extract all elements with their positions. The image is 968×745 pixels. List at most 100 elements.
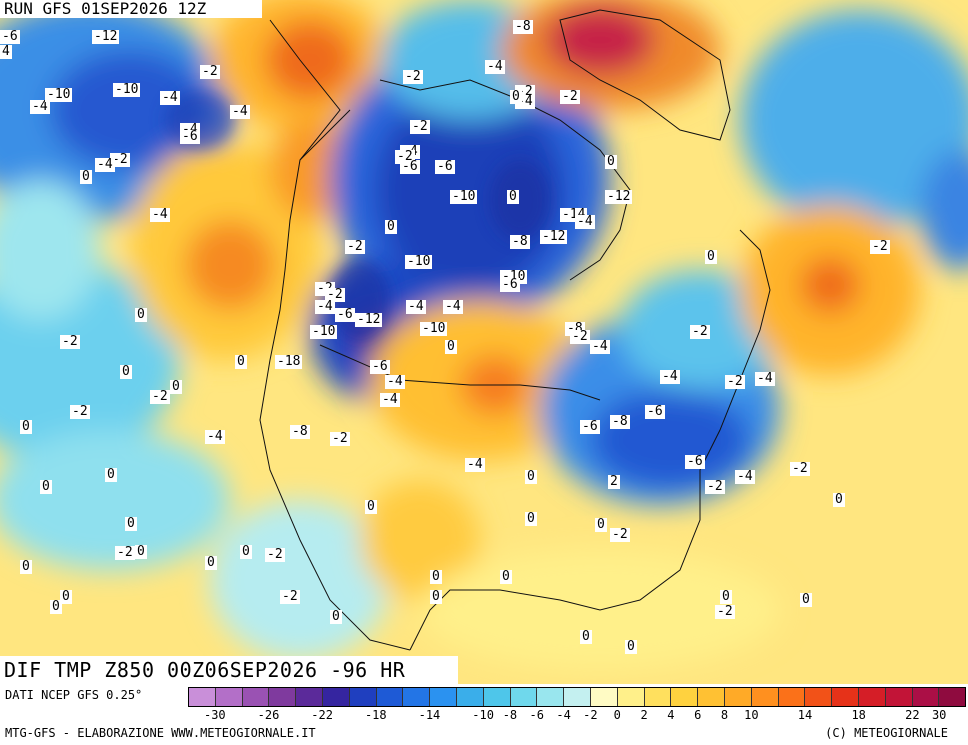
color-scale-tick: 8: [720, 708, 729, 722]
color-scale-tick: -22: [311, 708, 333, 722]
contour-label: -2: [560, 89, 580, 104]
color-scale-cell: [483, 688, 511, 706]
color-scale-tick: 22: [905, 708, 920, 722]
color-scale-cell: [189, 688, 216, 706]
contour-label: -6: [335, 307, 355, 322]
color-scale-cell: [644, 688, 672, 706]
color-scale-tick: 4: [667, 708, 675, 722]
contour-label: -2: [280, 589, 300, 604]
contour-label: 0: [135, 307, 147, 322]
color-scale-ticks: -30 -26 -22 -18 -14 -10 -8 -6 -4 -2 0 2 4 6 8 10 14 18 22 3…: [188, 708, 966, 724]
color-scale-cell: [296, 688, 323, 706]
color-scale-cell: [885, 688, 913, 706]
contour-label: 0: [800, 592, 812, 607]
contour-label: -2: [790, 461, 810, 476]
contour-label: -6: [645, 404, 665, 419]
temperature-anomaly-map: [0, 0, 968, 684]
contour-label: 0: [330, 609, 342, 624]
contour-label: -2: [265, 547, 285, 562]
contour-label: -2: [705, 479, 725, 494]
color-scale-cell: [617, 688, 645, 706]
color-scale-tick: -26: [257, 708, 280, 722]
color-scale-tick: -6: [529, 708, 544, 722]
contour-label: -12: [605, 189, 633, 204]
contour-label: 0: [625, 639, 637, 654]
contour-label: -10: [420, 321, 448, 336]
contour-label: 0: [580, 629, 592, 644]
color-scale-tick: -18: [364, 708, 387, 722]
footer: DATI NCEP GFS 0.25° -30 -26 -22 -18 -14 -10 -8…: [0, 684, 968, 745]
color-scale-tick: 30: [931, 708, 947, 722]
contour-label: 0: [170, 379, 182, 394]
contour-label: -12: [540, 229, 568, 244]
contour-label: -12: [92, 29, 120, 44]
color-scale-cell: [349, 688, 377, 706]
contour-label: 0: [525, 511, 537, 526]
contour-label: 0: [720, 589, 732, 604]
contour-label: -6: [435, 159, 455, 174]
color-scale-tick: -14: [418, 708, 441, 722]
color-scale-cell: [537, 688, 565, 706]
contour-label: 0: [365, 499, 377, 514]
contour-label: 0: [430, 569, 442, 584]
contour-label: -10: [450, 189, 478, 204]
credits-text: MTG-GFS - ELABORAZIONE WWW.METEOGIORNALE…: [5, 726, 316, 740]
run-title: RUN GFS 01SEP2026 12Z: [0, 0, 262, 18]
contour-label: 0: [510, 89, 522, 104]
contour-label: -8: [510, 234, 530, 249]
color-scale-tick: 6: [694, 708, 702, 722]
contour-label: -4: [735, 469, 755, 484]
contour-label: -2: [60, 334, 80, 349]
color-scale-cell: [242, 688, 270, 706]
contour-label: 0: [430, 589, 442, 604]
contour-label: -12: [355, 312, 383, 327]
contour-label: -10: [310, 324, 338, 339]
contour-label: -4: [95, 157, 115, 172]
color-scale-tick: 2: [640, 708, 648, 722]
map-canvas: [0, 0, 968, 684]
contour-label: -2: [690, 324, 710, 339]
contour-label: -10: [45, 87, 73, 102]
color-scale-cell: [912, 688, 940, 706]
contour-label: -10: [405, 254, 433, 269]
color-scale-cell: [403, 688, 431, 706]
contour-label: -10: [113, 82, 141, 97]
contour-label: -6: [180, 129, 200, 144]
contour-label: -4: [755, 371, 775, 386]
color-scale-cell: [215, 688, 243, 706]
contour-label: -18: [275, 354, 303, 369]
contour-label: -4: [230, 104, 250, 119]
contour-label: 0: [833, 492, 845, 507]
contour-label: 0: [235, 354, 247, 369]
contour-label: -4: [385, 374, 405, 389]
contour-label: 0: [40, 479, 52, 494]
color-scale-tick: -2: [583, 708, 598, 722]
contour-label: 0: [105, 467, 117, 482]
color-scale-cell: [832, 688, 859, 706]
contour-label: -4: [575, 214, 595, 229]
contour-label: 2: [608, 474, 620, 489]
contour-label: -6: [370, 359, 390, 374]
contour-label: -4: [660, 369, 680, 384]
color-scale-cell: [322, 688, 350, 706]
color-scale-cell: [805, 688, 833, 706]
contour-label: -4: [160, 90, 180, 105]
color-scale-cell: [564, 688, 591, 706]
color-scale-tick: 18: [851, 708, 866, 722]
contour-label: -2: [200, 64, 220, 79]
contour-label: 0: [240, 544, 252, 559]
contour-label: 0: [705, 249, 717, 264]
color-scale-bar: [188, 687, 966, 707]
color-scale-cell: [456, 688, 484, 706]
contour-label: 0: [605, 154, 617, 169]
contour-label: 0: [445, 339, 457, 354]
contour-label: -6: [0, 29, 20, 44]
color-scale-cell: [269, 688, 297, 706]
contour-label: -2: [150, 389, 170, 404]
contour-label: -2: [325, 287, 345, 302]
contour-label: -2: [610, 527, 630, 542]
contour-label: 0: [135, 544, 147, 559]
data-source: DATI NCEP GFS 0.25°: [5, 688, 143, 702]
contour-label: 0: [80, 169, 92, 184]
color-scale-cell: [671, 688, 699, 706]
